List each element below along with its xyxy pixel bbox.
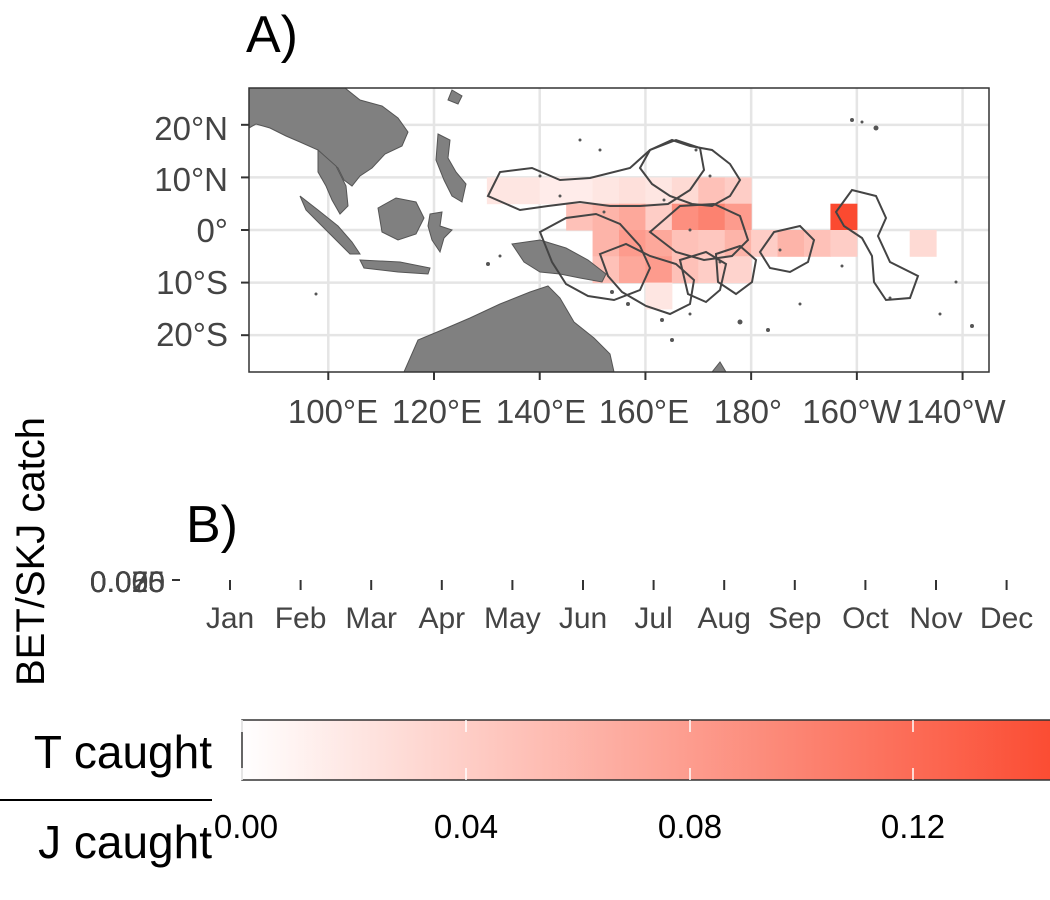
y-tick-overlap: 0.025 [90, 566, 165, 599]
y-tick-overlap: 0.000 [90, 566, 165, 599]
month-label: May [484, 602, 541, 635]
y-tick-label: 20°N [154, 110, 228, 147]
land-japan [447, 89, 463, 105]
heatmap-cell [645, 282, 673, 310]
land-philippines [435, 133, 467, 203]
eez-line-islands [834, 188, 920, 302]
heatmap-cell [909, 230, 937, 257]
legend-title-top: T caught [34, 726, 212, 778]
heatmap-cell [513, 177, 541, 205]
month-label: Dec [980, 602, 1033, 635]
heatmap-cell [592, 230, 620, 257]
heatmap-cell [671, 177, 699, 205]
month-label: Apr [418, 602, 465, 635]
heatmap-cell [698, 177, 726, 205]
y-tick-label: 0° [196, 212, 228, 249]
legend-colorbar [241, 719, 1050, 781]
panel-a-x-labels: 100°E 120°E 140°E 160°E 180° 160°W 140°W [288, 393, 1007, 430]
y-tick-label: 20°S [156, 316, 228, 353]
x-tick-label: 100°E [288, 393, 378, 430]
eez-palau-fsm [486, 138, 706, 212]
x-tick-label: 160°E [599, 393, 689, 430]
legend-colorbar-ticks [241, 720, 914, 780]
islands [314, 118, 974, 342]
y-tick-label: 10°N [154, 161, 228, 198]
land-australia [403, 285, 615, 372]
eez-phoenix [758, 224, 816, 274]
month-label: Nov [909, 602, 962, 635]
heatmap-cell [724, 256, 752, 284]
month-label: Feb [275, 602, 327, 635]
land-nz [711, 361, 727, 372]
month-label: Jan [206, 602, 254, 635]
heatmap-cell [566, 177, 594, 205]
heatmap-cell [830, 230, 858, 257]
month-label: Mar [345, 602, 397, 635]
heatmap-cell [619, 177, 646, 205]
heatmap-cells [486, 177, 937, 310]
month-label: Aug [698, 602, 751, 635]
y-axis-title: BET/SKJ catch [9, 417, 53, 686]
heatmap-cell [619, 256, 646, 284]
heatmap-cell [539, 177, 567, 205]
map-panel-border [248, 87, 990, 373]
x-tick-label: 120°E [392, 393, 482, 430]
land-indochina [317, 148, 349, 215]
land-java [359, 259, 431, 275]
month-label: Jun [559, 602, 607, 635]
panel-b-x-labels: Jan Feb Mar Apr May Jun Jul Aug Sep Oct … [206, 602, 1033, 635]
legend-tick-label: 0.00 [214, 808, 278, 845]
map-axis-ticks [241, 123, 964, 380]
x-tick-label: 140°E [496, 393, 586, 430]
y-tick-overlap: 0.075 [90, 566, 165, 599]
y-tick-overlap: 0.050 [90, 566, 165, 599]
x-tick-label: 180° [714, 393, 782, 430]
eez-tokelau [714, 244, 758, 296]
panel-b-label: B) [186, 496, 238, 554]
eez-marshall [638, 138, 742, 208]
month-label: Jul [634, 602, 672, 635]
x-tick-label: 160°W [802, 393, 902, 430]
heatmap-cell [619, 203, 646, 231]
land-borneo [377, 197, 425, 241]
eez-solomons [598, 242, 696, 316]
heatmap-cell [592, 177, 620, 205]
land-asia [249, 88, 409, 187]
eez-png [538, 212, 652, 302]
color-legend: T caught J caught 0.00 0.04 0.08 0.12 [0, 719, 1050, 868]
land-masses [249, 88, 727, 372]
month-label: Sep [768, 602, 821, 635]
heatmap-cell [671, 203, 699, 231]
land-sulawesi [427, 211, 453, 254]
x-tick-label: 140°W [906, 393, 1006, 430]
legend-tick-label: 0.08 [658, 808, 722, 845]
panel-b-y-labels: 0.075 0.050 0.025 0.000 [90, 566, 165, 599]
legend-tick-label: 0.12 [881, 808, 945, 845]
heatmap-cell [777, 230, 805, 257]
heatmap-cell [724, 203, 752, 231]
panel-a-map [241, 87, 990, 380]
y-tick-label: 10°S [156, 264, 228, 301]
land-sumatra [299, 195, 361, 255]
heatmap-cell [645, 230, 673, 257]
month-label: Oct [842, 602, 889, 635]
panel-a-label: A) [246, 6, 298, 64]
heatmap-cell [751, 230, 779, 257]
panel-b-x-ticks [229, 580, 1008, 590]
legend-tick-labels: 0.00 0.04 0.08 0.12 [214, 808, 945, 845]
legend-title-bottom: J caught [38, 816, 212, 868]
legend-tick-label: 0.04 [434, 808, 498, 845]
eez-boundaries [486, 138, 920, 316]
eez-tuvalu [678, 250, 728, 304]
land-new-guinea [511, 239, 607, 283]
panel-a-y-labels: 20°N 10°N 0° 10°S 20°S [154, 110, 228, 353]
eez-nauru-kiribati [648, 202, 750, 262]
